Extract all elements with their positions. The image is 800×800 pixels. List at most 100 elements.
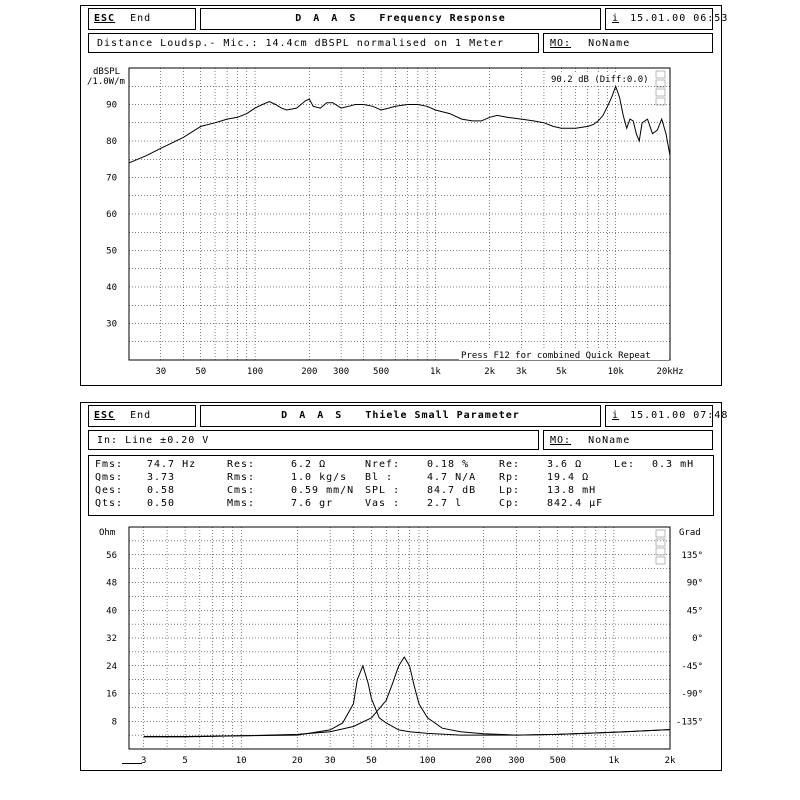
param-name: Le: [614,459,636,470]
impedance-curve-1 [143,664,671,737]
x-tick-label: 300 [508,756,524,766]
x-tick-label: 50 [195,367,206,377]
x-tick-label: 2k [484,367,495,377]
param-name: Res: [227,459,256,470]
memory-label: MO: [550,435,572,446]
esc-key-label: ESC [94,410,116,421]
param-name: Qes: [95,485,124,496]
memory-label: MO: [550,38,572,49]
thiele-small-window: ESC End D A A S Thiele Small Parameter i… [80,402,727,771]
y2-tick-label: -135° [676,717,703,727]
param-value: 6.2 Ω [291,459,327,470]
param-value: 0.18 % [427,459,470,470]
param-value: 74.7 Hz [147,459,197,470]
y-tick-label: 70 [106,174,117,184]
parameters-table: Fms: 74.7 Hz Res: 6.2 Ω Nref: 0.18 % Re: 3.6 Ω L… [88,455,714,516]
x-tick-label: 50 [366,756,377,766]
window-title: Thiele Small Parameter [365,410,520,421]
x-tick-label: 500 [550,756,566,766]
description-text: Distance Loudsp.- Mic.: 14.4cm dBSPL nor… [97,38,505,49]
x-tick-label: 1k [430,367,441,377]
plot-area-frame [128,67,671,361]
memory-name: NoName [588,38,631,49]
x-tick-label: 10k [608,367,625,377]
y-tick-label: 24 [106,662,117,672]
x-tick-label: 20kHz [656,367,683,377]
y-tick-label: 48 [106,579,117,589]
y-unit-label: dBSPL [93,67,120,77]
scroll-arrows[interactable] [655,70,666,106]
hint-background [459,350,669,360]
y-tick-label: 50 [106,247,117,257]
info-datetime-button[interactable]: i 15.01.00 06:53 [605,8,727,30]
y2-tick-label: -90° [681,690,703,700]
param-value: 7.6 gr [291,498,334,509]
x-tick-label: 20 [292,756,303,766]
info-icon: i [612,13,620,24]
frequency-response-window: ESC End D A A S Frequency Response i 15.… [80,5,727,386]
x-tick-label: 1k [608,756,619,766]
y-tick-label: 30 [106,320,117,330]
window-title-bar: D A A S Thiele Small Parameter [200,405,601,427]
param-value: 0.50 [147,498,176,509]
escape-end-button[interactable]: ESC End [88,405,196,427]
app-title: D A A S [295,13,359,24]
param-name: Mms: [227,498,256,509]
measurement-description: Distance Loudsp.- Mic.: 14.4cm dBSPL nor… [88,33,539,53]
impedance-curve-2 [143,656,671,738]
scroll-arrows[interactable] [655,529,666,565]
x-tick-label: 5 [182,756,187,766]
memory-name: NoName [588,435,631,446]
end-label: End [130,410,152,421]
memory-slot-button[interactable]: MO: NoName [543,430,713,450]
impedance-chart: Ohm Grad 56 48 40 32 24 16 8 135° 90° 45° 0° -45° -… [99,526,703,766]
y2-tick-label: 0° [692,634,703,644]
x-tick-label: 30 [325,756,336,766]
x-tick-label: 200 [476,756,492,766]
window-title-bar: D A A S Frequency Response [200,8,601,30]
y2-tick-label: 90° [687,579,703,589]
x-tick-label: 2k [665,756,676,766]
param-name: Qts: [95,498,124,509]
param-name: Cp: [499,498,521,509]
param-value: 13.8 mH [547,485,597,496]
param-value: 4.7 N/A [427,472,477,483]
param-value: 0.3 mH [652,459,695,470]
x-tick-label: 500 [373,367,389,377]
param-value: 3.6 Ω [547,459,583,470]
param-name: Cms: [227,485,256,496]
y2-tick-label: 135° [681,551,703,561]
param-value: 0.58 [147,485,176,496]
x-tick-label: 100 [419,756,435,766]
y2-tick-label: 45° [687,606,703,616]
input-setting: In: Line ±0.20 V [88,430,539,450]
param-name: Bl : [365,472,394,483]
x-tick-label: 30 [155,367,166,377]
datetime-label: 15.01.00 07:48 [630,410,729,421]
y-left-unit-label: Ohm [99,528,115,538]
frequency-response-chart: dBSPL /1.0W/m 90 80 70 60 50 40 30 30 50 100 200 3… [87,67,684,377]
y-tick-label: 40 [106,606,117,616]
x-tick-label: 200 [301,367,317,377]
info-datetime-button[interactable]: i 15.01.00 07:48 [605,405,727,427]
param-value: 84.7 dB [427,485,477,496]
memory-slot-button[interactable]: MO: NoName [543,33,713,53]
param-value: 19.4 Ω [547,472,590,483]
param-value: 0.59 mm/N [291,485,355,496]
y2-tick-label: -45° [681,662,703,672]
y-tick-label: 60 [106,210,117,220]
quick-repeat-hint: Press F12 for combined Quick Repeat [461,351,651,361]
x-tick-label: 300 [333,367,349,377]
y-tick-label: 40 [106,283,117,293]
param-name: Qms: [95,472,124,483]
param-name: Fms: [95,459,124,470]
y-tick-label: 16 [106,690,117,700]
x-tick-label: 3k [516,367,527,377]
y-tick-label: 56 [106,551,117,561]
param-value: 3.73 [147,472,176,483]
escape-end-button[interactable]: ESC End [88,8,196,30]
param-name: Rms: [227,472,256,483]
y-tick-label: 32 [106,634,117,644]
param-value: 1.0 kg/s [291,472,348,483]
x-tick-label: 100 [247,367,263,377]
